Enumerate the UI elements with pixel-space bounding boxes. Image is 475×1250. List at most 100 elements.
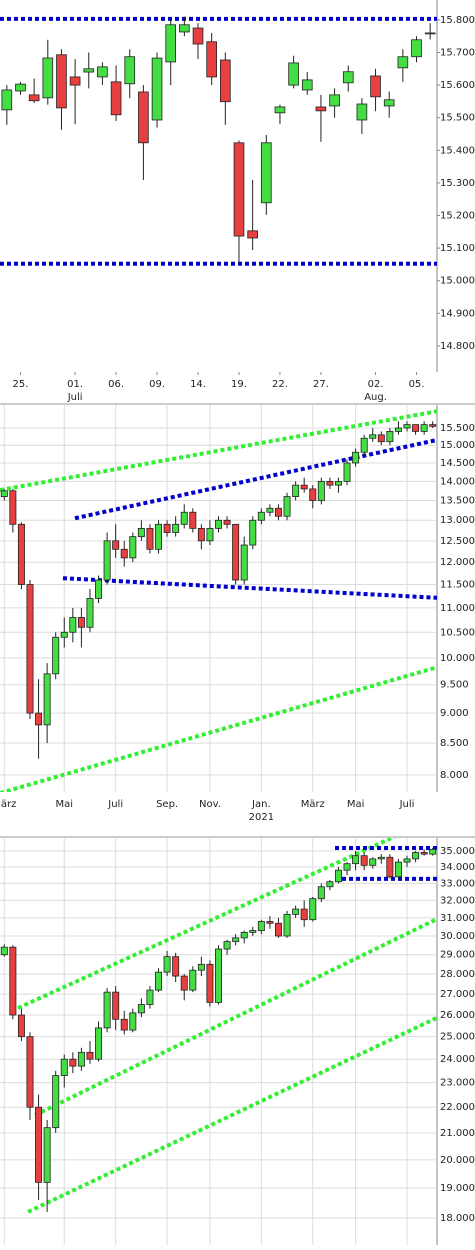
candle-body bbox=[309, 488, 317, 501]
y-tick-label: 14.500 bbox=[440, 458, 475, 469]
candle-body bbox=[60, 631, 68, 638]
candle-body bbox=[69, 76, 81, 86]
y-tick-label: 15.600 bbox=[440, 80, 475, 91]
candle-body bbox=[26, 1036, 34, 1108]
candle-body bbox=[266, 507, 274, 513]
trend-line bbox=[0, 409, 437, 493]
candle-body bbox=[120, 548, 128, 559]
candle-body bbox=[334, 480, 342, 486]
candle-body bbox=[283, 913, 291, 937]
y-tick-label: 21.000 bbox=[440, 1128, 475, 1139]
candle-body bbox=[17, 1014, 25, 1038]
y-tick-label: 14.800 bbox=[440, 341, 475, 352]
candle-body bbox=[151, 57, 163, 121]
x-tick-label: 05. bbox=[409, 379, 425, 390]
candle-body bbox=[292, 908, 300, 915]
x-tick-label: Mai bbox=[55, 799, 73, 810]
y-tick-label: 35.000 bbox=[440, 846, 475, 857]
x-tick-sublabel: Aug. bbox=[364, 392, 387, 403]
candle-body bbox=[288, 62, 299, 86]
candle-body bbox=[356, 103, 368, 121]
x-tick-label: 06. bbox=[108, 379, 124, 390]
x-tick-label: 22. bbox=[272, 379, 288, 390]
candle-body bbox=[343, 863, 351, 871]
candle-body bbox=[309, 898, 317, 921]
y-tick-label: 10.000 bbox=[440, 653, 475, 664]
trend-line bbox=[27, 1015, 437, 1214]
x-tick-label: Sep. bbox=[156, 799, 178, 810]
plot-area bbox=[0, 405, 437, 792]
candle-body bbox=[352, 451, 360, 464]
candle-body bbox=[15, 83, 26, 92]
candle-body bbox=[146, 527, 154, 550]
candle-body bbox=[56, 54, 67, 109]
candle-body bbox=[233, 142, 245, 237]
candle-body bbox=[26, 584, 34, 714]
candle-body bbox=[172, 956, 180, 977]
y-tick-label: 20.000 bbox=[440, 1155, 475, 1166]
x-tick-label: 01. bbox=[67, 379, 83, 390]
y-tick-label: 15.700 bbox=[440, 47, 475, 58]
candle-body bbox=[420, 424, 428, 432]
candle-body bbox=[129, 1012, 137, 1031]
candle-body bbox=[206, 41, 217, 78]
candle-body bbox=[52, 636, 60, 675]
y-tick-label: 13.500 bbox=[440, 495, 475, 506]
candle-body bbox=[386, 856, 394, 878]
trend-line bbox=[0, 665, 437, 792]
candle-body bbox=[329, 94, 340, 107]
candle-body bbox=[43, 673, 51, 726]
candle-body bbox=[369, 858, 377, 866]
y-tick-label: 15.500 bbox=[440, 113, 475, 124]
candle-body bbox=[180, 975, 188, 991]
candle-body bbox=[257, 511, 265, 521]
candle-body bbox=[137, 527, 145, 538]
y-tick-label: 9.000 bbox=[440, 708, 469, 719]
candle-body bbox=[412, 424, 420, 432]
candle-body bbox=[411, 39, 422, 58]
candle-body bbox=[189, 511, 197, 529]
y-tick-label: 8.000 bbox=[440, 770, 469, 781]
candle-body bbox=[172, 523, 180, 533]
candle-body bbox=[377, 856, 385, 860]
y-tick-label: 19.000 bbox=[440, 1183, 475, 1194]
x-tick-label: Juli bbox=[399, 799, 415, 810]
x-tick-label: 27. bbox=[313, 379, 329, 390]
x-tick-label: Nov. bbox=[199, 799, 221, 810]
candle-body bbox=[103, 540, 111, 581]
y-tick-label: 25.000 bbox=[440, 1032, 475, 1043]
candle-body bbox=[300, 908, 308, 921]
candle-body bbox=[352, 855, 360, 865]
y-tick-label: 28.000 bbox=[440, 969, 475, 980]
x-tick-label: Mai bbox=[347, 799, 365, 810]
candle-body bbox=[315, 106, 327, 112]
y-tick-label: 12.000 bbox=[440, 557, 475, 568]
candle-body bbox=[0, 490, 8, 497]
candle-body bbox=[189, 969, 197, 991]
candle-body bbox=[1, 89, 13, 111]
x-tick-label: Jan. bbox=[251, 799, 271, 810]
x-tick-label: Juli bbox=[107, 799, 123, 810]
x-tick-label: 14. bbox=[190, 379, 206, 390]
candle-body bbox=[17, 523, 25, 585]
candle-body bbox=[138, 91, 149, 144]
candle-body bbox=[232, 937, 240, 942]
trend-line bbox=[74, 438, 437, 521]
candle-body bbox=[60, 1058, 68, 1076]
y-tick-label: 14.000 bbox=[440, 476, 475, 487]
candle-body bbox=[370, 75, 381, 98]
plot-area bbox=[0, 16, 437, 266]
candle-body bbox=[429, 848, 437, 855]
candle-body bbox=[283, 496, 291, 517]
plot-area bbox=[0, 838, 437, 1245]
candle-body bbox=[342, 71, 354, 84]
y-tick-label: 15.500 bbox=[440, 423, 475, 434]
y-tick-label: 30.000 bbox=[440, 931, 475, 942]
x-tick-label: 09. bbox=[149, 379, 165, 390]
y-tick-label: 15.400 bbox=[440, 145, 475, 156]
y-tick-label: 10.500 bbox=[440, 627, 475, 638]
candle-body bbox=[206, 963, 214, 1003]
candle-body bbox=[260, 142, 272, 204]
trend-line bbox=[17, 838, 397, 1010]
candle-body bbox=[326, 480, 334, 486]
